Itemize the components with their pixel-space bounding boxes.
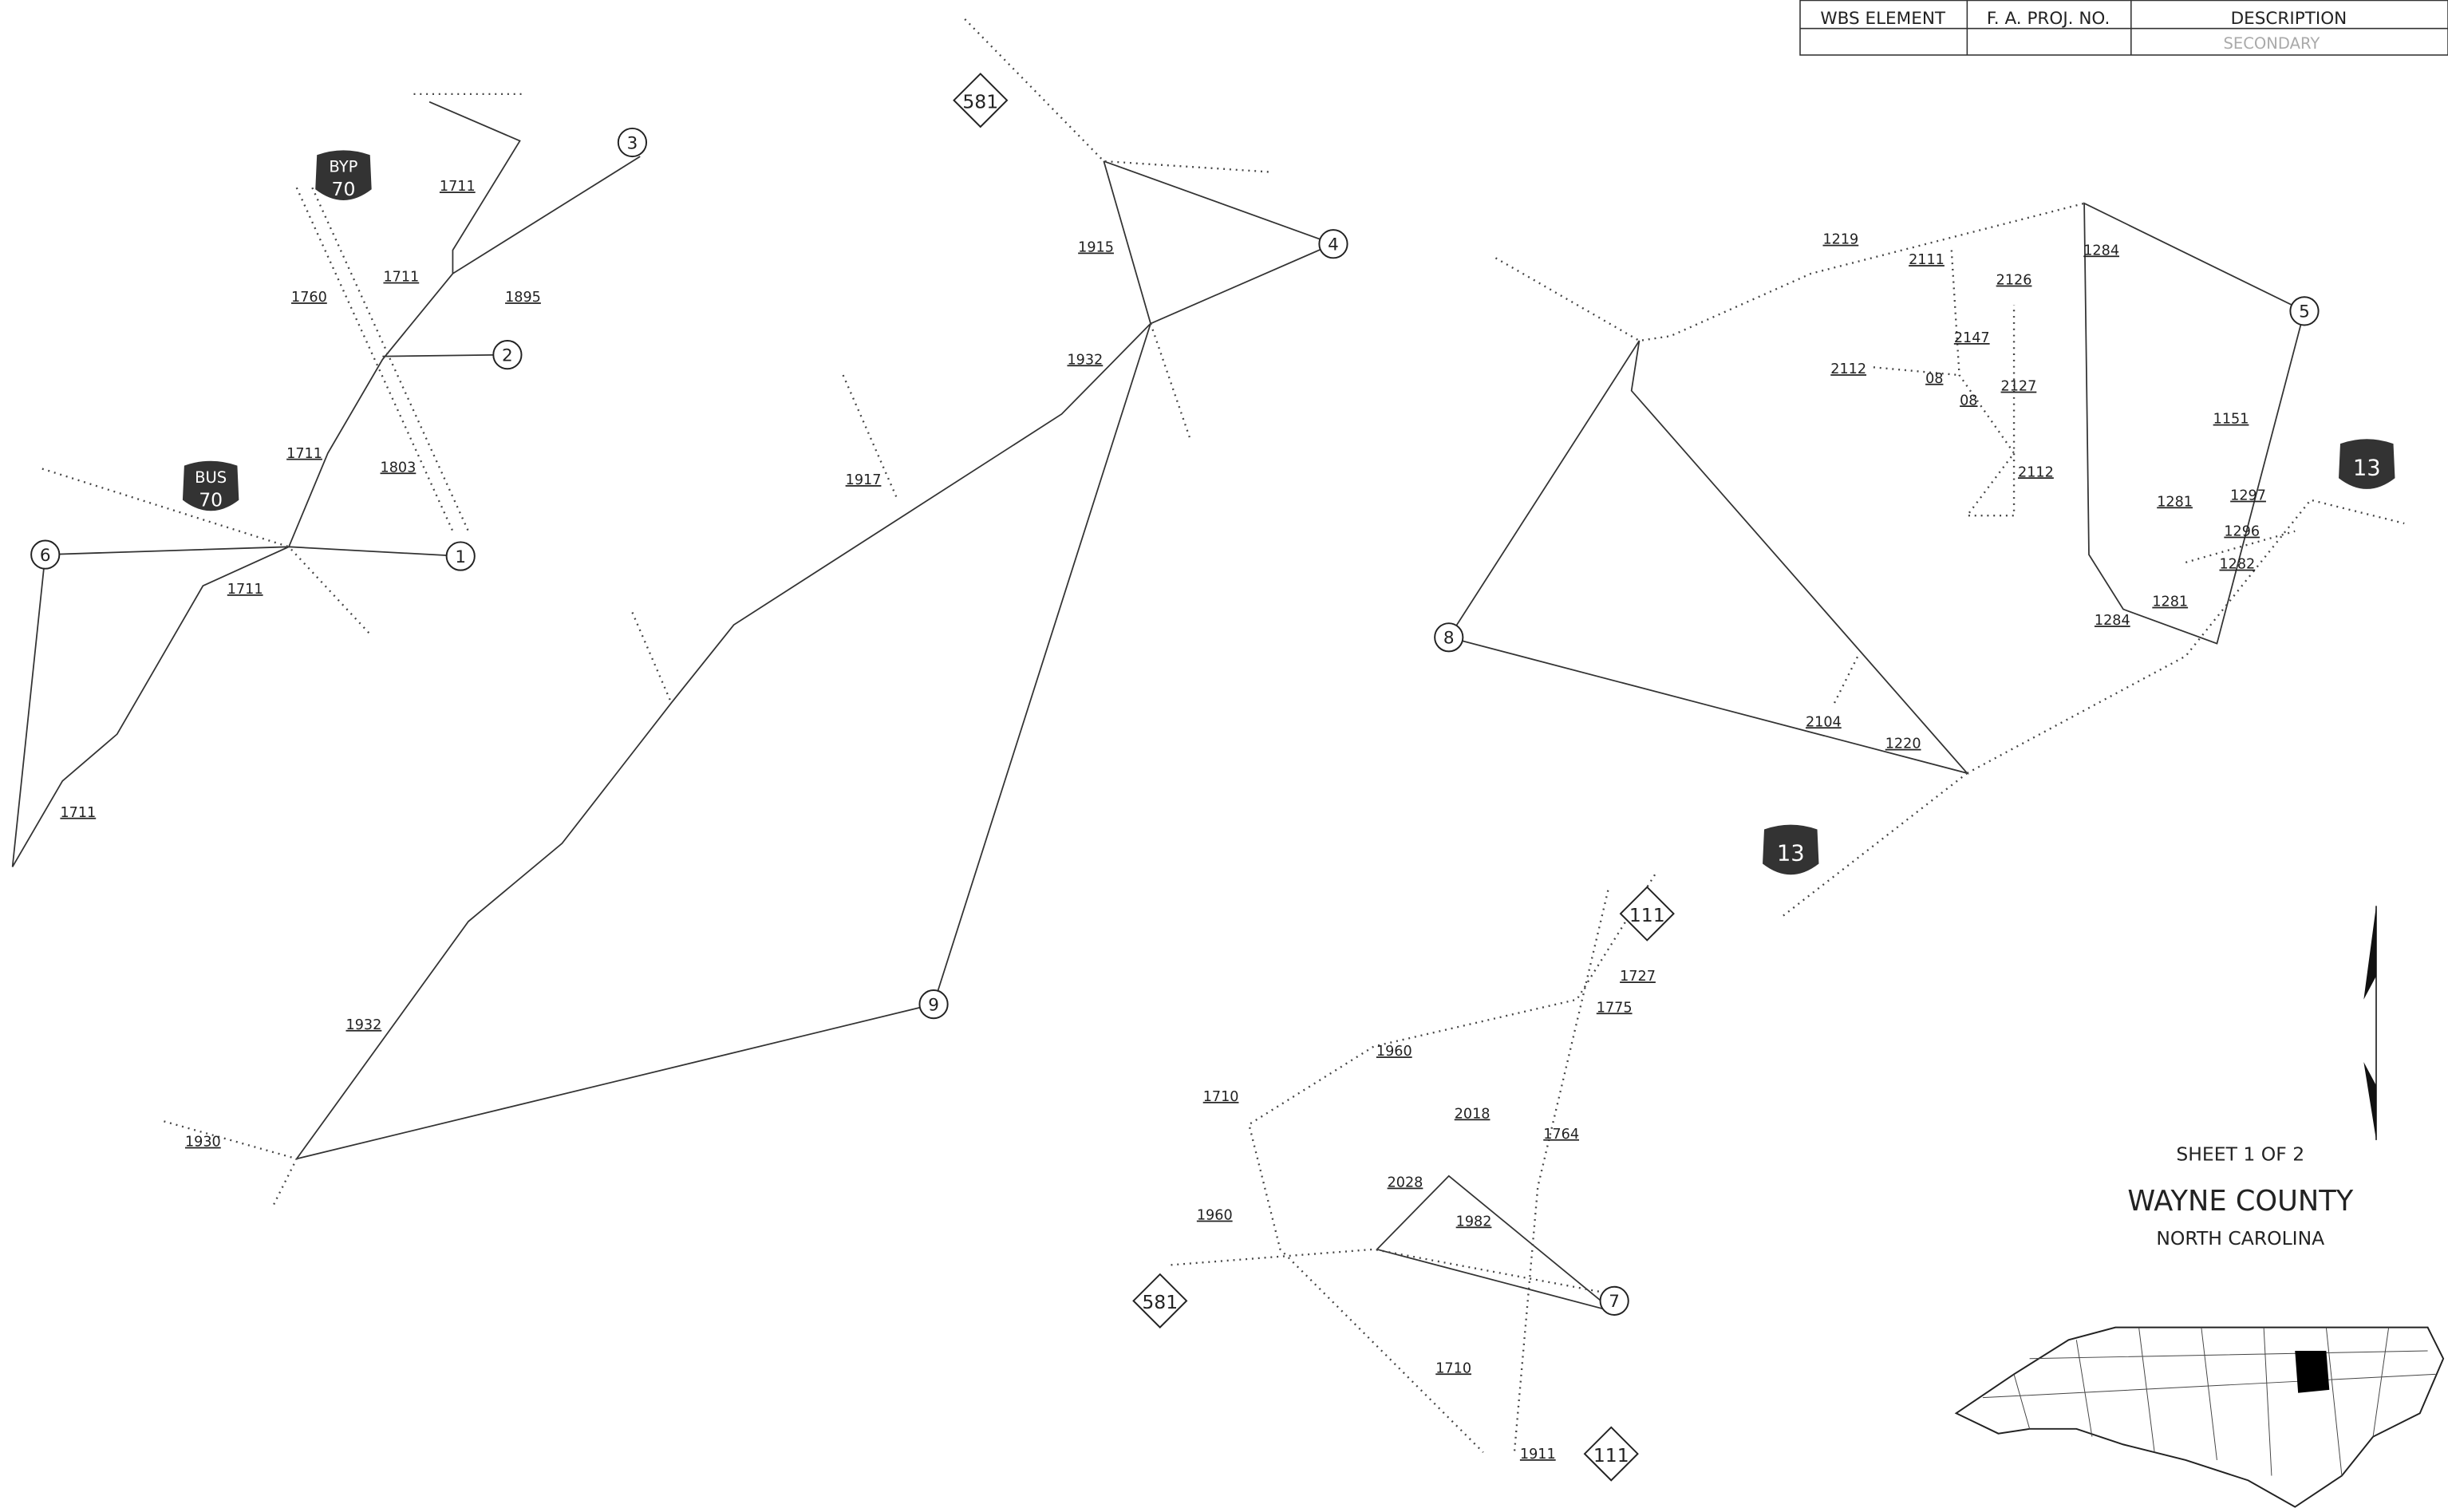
secondary-road bbox=[42, 19, 2404, 1452]
road-label: 1711 bbox=[383, 270, 419, 286]
road-label: 1711 bbox=[440, 179, 476, 195]
shield-number: 13 bbox=[2353, 456, 2381, 480]
road-label: 08 bbox=[1925, 371, 1943, 387]
arrow bbox=[2363, 906, 2376, 1139]
road-label: 2111 bbox=[1909, 252, 1945, 268]
road-label: 1764 bbox=[1543, 1127, 1579, 1143]
road-label: 2112 bbox=[1830, 361, 1866, 377]
site-number: 7 bbox=[1609, 1292, 1620, 1312]
road-label: 1760 bbox=[291, 290, 327, 306]
road-label: 1727 bbox=[1620, 969, 1656, 985]
road-label: 1803 bbox=[381, 460, 417, 476]
county-lines bbox=[1983, 1328, 2435, 1476]
state-outline bbox=[1956, 1328, 2443, 1507]
road-label: 1282 bbox=[2219, 557, 2255, 573]
road-label: 1775 bbox=[1597, 1000, 1633, 1016]
road-label: 1710 bbox=[1435, 1360, 1471, 1376]
state-name: NORTH CAROLINA bbox=[2156, 1227, 2324, 1249]
road-label: 1982 bbox=[1456, 1214, 1492, 1230]
state-route-number: 111 bbox=[1629, 904, 1665, 926]
road-label: 1220 bbox=[1885, 736, 1921, 752]
road-label: 08 bbox=[1960, 393, 1977, 409]
shield-number: 70 bbox=[332, 178, 356, 200]
roads bbox=[13, 19, 2405, 1452]
site-number: 8 bbox=[1443, 629, 1455, 649]
site-number: 4 bbox=[1328, 235, 1339, 255]
road-label: 1284 bbox=[2095, 613, 2130, 629]
road-label: 1960 bbox=[1376, 1044, 1412, 1060]
road-label: 1711 bbox=[60, 805, 96, 821]
map-sheet: WBS ELEMENT F. A. PROJ. NO. DESCRIPTION … bbox=[0, 0, 2448, 1512]
road-label: 1711 bbox=[286, 446, 322, 462]
site-number: 1 bbox=[455, 547, 466, 567]
road-label: 2028 bbox=[1388, 1175, 1423, 1191]
road-label: 1915 bbox=[1078, 240, 1114, 256]
site-number: 9 bbox=[928, 995, 939, 1015]
north-arrow bbox=[2363, 906, 2376, 1139]
road-label: 1917 bbox=[846, 472, 882, 488]
road-label: 1932 bbox=[1067, 352, 1103, 368]
column-header: F. A. PROJ. NO. bbox=[1987, 9, 2110, 29]
road-label: 1296 bbox=[2224, 524, 2260, 540]
state-route-number: 581 bbox=[962, 90, 998, 113]
road-label: 1710 bbox=[1203, 1089, 1239, 1105]
site-number: 6 bbox=[40, 546, 51, 566]
road-label: 1711 bbox=[227, 582, 263, 598]
state-route-number: 111 bbox=[1593, 1444, 1629, 1467]
road-label: 1281 bbox=[2157, 494, 2193, 510]
highlighted-county bbox=[2295, 1351, 2329, 1393]
road-label: 1911 bbox=[1520, 1447, 1556, 1463]
road-label: 1895 bbox=[505, 290, 541, 306]
route-line bbox=[1449, 203, 2304, 773]
labels: 1 2 3 4 5 6 7 8 9 1711 1711 1760 1895 1711 1803 1711 171… bbox=[31, 73, 2395, 1480]
column-header: DESCRIPTION bbox=[2231, 9, 2347, 29]
column-header: WBS ELEMENT bbox=[1820, 9, 1946, 29]
shield-type: BYP bbox=[329, 158, 357, 176]
road-label: 1219 bbox=[1822, 232, 1858, 248]
road-label: 2126 bbox=[1996, 273, 2032, 289]
state-route-number: 581 bbox=[1142, 1291, 1178, 1313]
description-value: SECONDARY bbox=[2224, 34, 2320, 53]
title-block: WBS ELEMENT F. A. PROJ. NO. DESCRIPTION … bbox=[1800, 0, 2448, 54]
site-number: 3 bbox=[627, 133, 638, 153]
road-label: 1297 bbox=[2230, 488, 2266, 504]
road-label: 1281 bbox=[2152, 594, 2188, 610]
county-name: WAYNE COUNTY bbox=[2127, 1185, 2353, 1218]
road-label: 1930 bbox=[185, 1135, 221, 1151]
route-line bbox=[297, 161, 1333, 1159]
site-number: 2 bbox=[502, 345, 513, 365]
road-label: 2104 bbox=[1806, 714, 1842, 730]
road-label: 2147 bbox=[1954, 330, 1990, 346]
shield-number: 70 bbox=[199, 488, 223, 511]
road-label: 1151 bbox=[2213, 412, 2249, 428]
route-line bbox=[1377, 1176, 1614, 1312]
road-label: 1932 bbox=[346, 1017, 382, 1033]
site-number: 5 bbox=[2299, 302, 2310, 322]
road-label: 2127 bbox=[2001, 379, 2037, 395]
road-label: 1284 bbox=[2083, 243, 2119, 259]
road-label: 1960 bbox=[1197, 1208, 1233, 1224]
road-label: 2018 bbox=[1455, 1106, 1491, 1122]
shield-type: BUS bbox=[195, 468, 227, 487]
shield-number: 13 bbox=[1777, 842, 1805, 867]
sheet-number: SHEET 1 OF 2 bbox=[2176, 1143, 2304, 1165]
locator-map bbox=[1956, 1328, 2443, 1507]
road-label: 2112 bbox=[2018, 464, 2054, 480]
